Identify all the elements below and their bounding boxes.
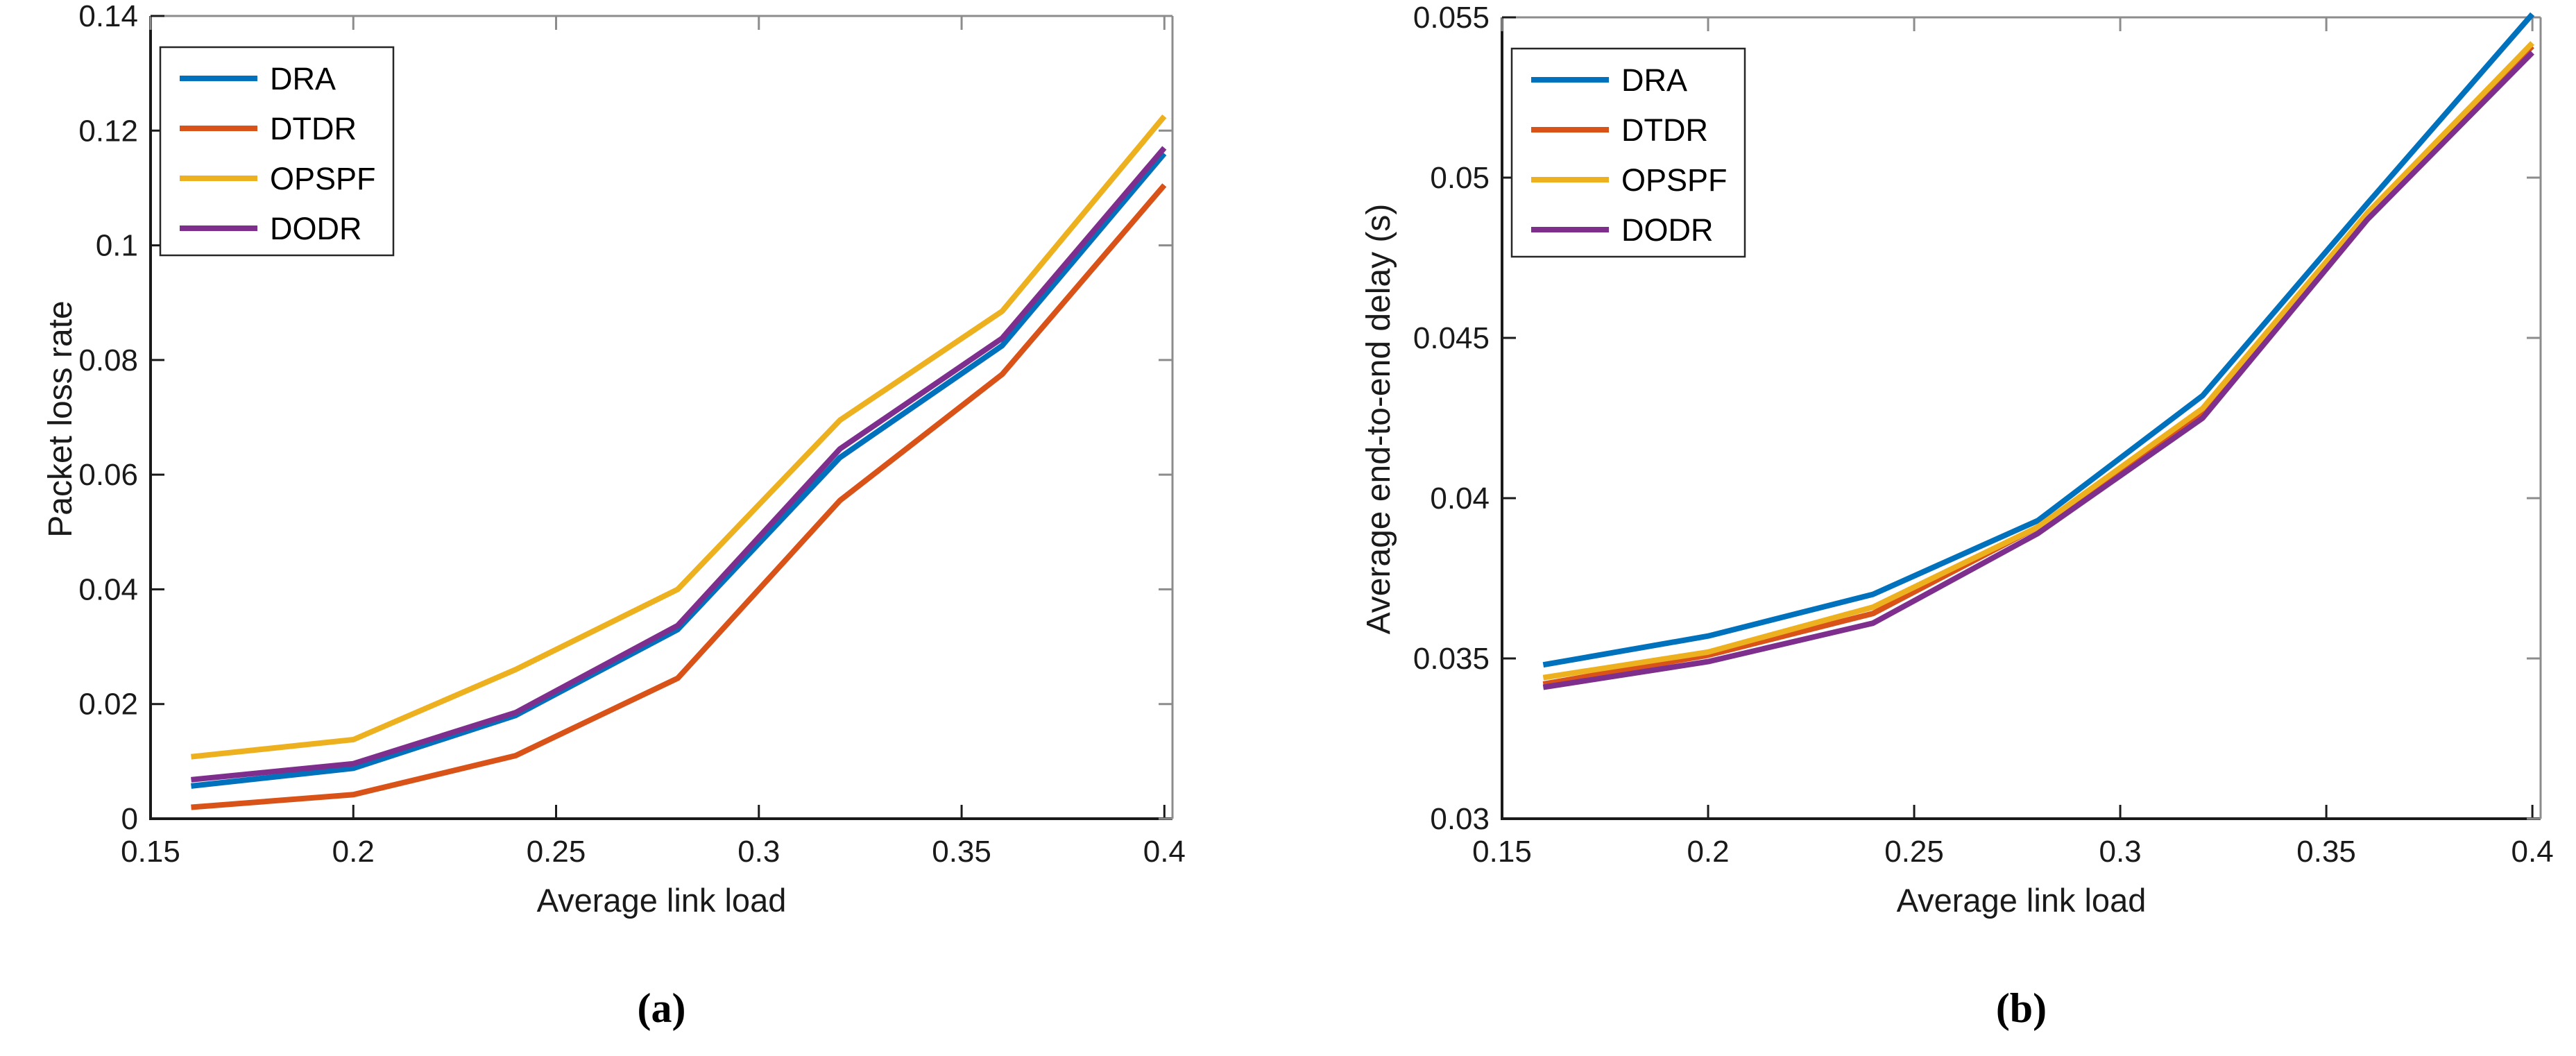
panel-b-caption: (b) bbox=[1995, 985, 2047, 1031]
legend-label-dodr: DODR bbox=[1621, 212, 1714, 248]
x-tick-label: 0.25 bbox=[527, 835, 586, 869]
legend-label-dtdr: DTDR bbox=[270, 111, 357, 146]
panel-a-caption: (a) bbox=[637, 985, 686, 1031]
y-tick-label: 0.02 bbox=[78, 688, 138, 722]
legend-label-dtdr: DTDR bbox=[1621, 112, 1708, 148]
legend-label-opspf: OPSPF bbox=[270, 161, 376, 196]
legend-label-dra: DRA bbox=[270, 61, 336, 96]
y-tick-label: 0.12 bbox=[78, 114, 138, 148]
series-line-dtdr bbox=[191, 183, 1167, 810]
y-tick-label: 0.04 bbox=[78, 572, 138, 606]
legend-box bbox=[1510, 47, 1746, 258]
y-tick-label: 0.035 bbox=[1413, 642, 1490, 676]
series-line-dra bbox=[191, 151, 1167, 789]
x-tick-label: 0.15 bbox=[121, 835, 180, 869]
series-line-dra bbox=[1542, 12, 2535, 668]
legend-b: DRA DTDR OPSPF DODR bbox=[1510, 47, 1746, 258]
y-tick-label: 0.055 bbox=[1413, 1, 1490, 35]
y-tick-label: 0.05 bbox=[1430, 161, 1490, 195]
y-tick-label: 0.04 bbox=[1430, 482, 1490, 516]
panel-b-x-axis-label: Average link load bbox=[1896, 882, 2147, 919]
legend-box bbox=[159, 46, 395, 257]
x-tick-label: 0.35 bbox=[932, 835, 991, 869]
series-line-opspf bbox=[1542, 41, 2534, 681]
panel-a-y-axis-label: Packet loss rate bbox=[42, 300, 79, 538]
x-tick-label: 0.25 bbox=[1884, 835, 1944, 869]
y-tick-label: 0 bbox=[121, 802, 138, 836]
x-tick-label: 0.4 bbox=[1143, 835, 1186, 869]
x-tick-label: 0.2 bbox=[1687, 835, 1729, 869]
panel-b-plot: 0.15 0.2 0.25 0.3 0.35 0.4 0.03 0.035 0.04 0.045 0… bbox=[1413, 1, 2554, 869]
series-line-dodr bbox=[191, 146, 1167, 783]
legend-label-dra: DRA bbox=[1621, 62, 1687, 98]
legend-label-opspf: OPSPF bbox=[1621, 162, 1728, 198]
series-line-opspf bbox=[191, 114, 1167, 760]
x-tick-label: 0.3 bbox=[737, 835, 780, 869]
x-tick-label: 0.3 bbox=[2099, 835, 2141, 869]
series-line-dodr bbox=[1542, 50, 2534, 690]
legend-a: DRA DTDR OPSPF DODR bbox=[159, 46, 395, 257]
y-tick-label: 0.03 bbox=[1430, 802, 1490, 836]
panel-a-x-axis-label: Average link load bbox=[536, 882, 787, 919]
legend-label-dodr: DODR bbox=[270, 211, 362, 246]
x-tick-label: 0.35 bbox=[2296, 835, 2356, 869]
y-tick-label: 0.14 bbox=[78, 0, 138, 33]
panel-a-plot: 0.15 0.2 0.25 0.3 0.35 0.4 0 0.02 0.04 0.06 0.08 0.… bbox=[78, 0, 1186, 869]
x-tick-label: 0.2 bbox=[332, 835, 375, 869]
x-tick-label: 0.15 bbox=[1472, 835, 1532, 869]
y-tick-label: 0.1 bbox=[96, 229, 138, 263]
y-tick-label: 0.08 bbox=[78, 343, 138, 377]
y-tick-label: 0.045 bbox=[1413, 321, 1490, 355]
panel-b-y-axis-label: Average end-to-end delay (s) bbox=[1360, 203, 1397, 635]
x-tick-label: 0.4 bbox=[2511, 835, 2554, 869]
y-tick-label: 0.06 bbox=[78, 458, 138, 492]
